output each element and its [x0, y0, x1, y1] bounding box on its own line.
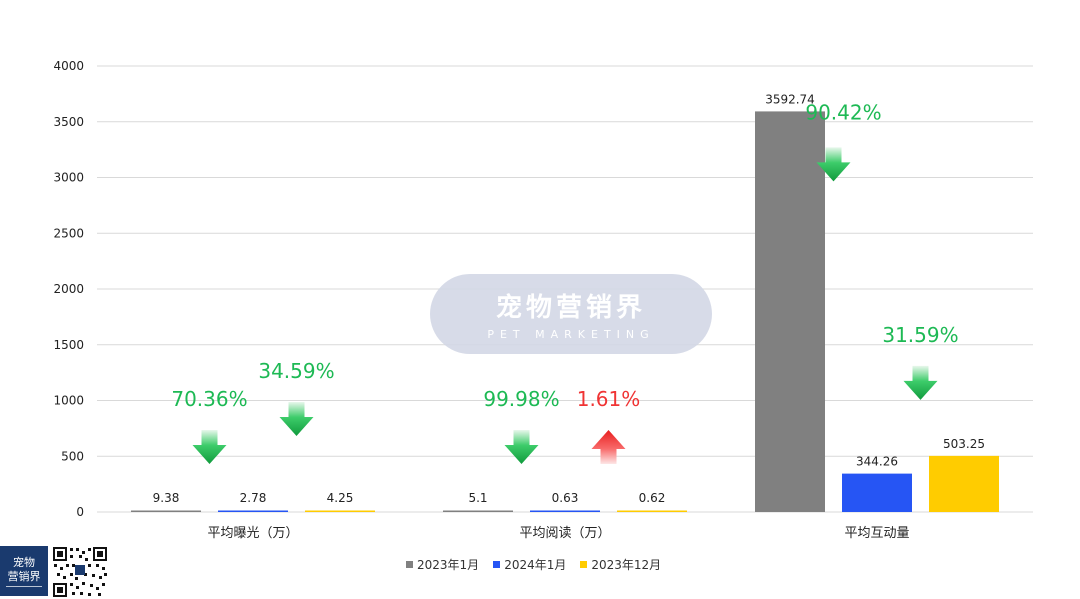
legend-item: 2024年1月: [493, 556, 566, 573]
bar: [218, 510, 288, 512]
arrow-up-icon: [591, 430, 626, 464]
y-tick-label: 1000: [53, 394, 84, 408]
data-label: 344.26: [856, 455, 898, 469]
change-percent-label: 34.59%: [258, 359, 334, 383]
data-label: 503.25: [943, 437, 985, 451]
data-label: 4.25: [327, 491, 354, 505]
qr-code-icon: [52, 546, 108, 598]
data-label: 3592.74: [765, 92, 815, 106]
data-label: 0.63: [552, 491, 579, 505]
category-label: 平均阅读（万）: [519, 526, 610, 541]
category-label: 平均互动量: [844, 526, 909, 541]
change-percent-label: 1.61%: [577, 387, 641, 411]
y-tick-label: 2500: [53, 226, 84, 240]
data-label: 0.62: [639, 491, 666, 505]
y-tick-label: 1500: [53, 338, 84, 352]
y-tick-label: 3000: [53, 171, 84, 185]
watermark-subtitle: PET MARKETING: [487, 328, 655, 341]
change-percent-label: 99.98%: [483, 387, 559, 411]
arrow-down-icon: [504, 430, 539, 464]
logo-text-line1: 宠物: [13, 555, 35, 569]
y-tick-label: 2000: [53, 282, 84, 296]
logo-text-line2: 营销界: [7, 569, 41, 583]
y-tick-label: 3500: [53, 115, 84, 129]
arrow-down-icon: [192, 430, 227, 464]
y-tick-label: 0: [76, 505, 84, 519]
legend-label: 2023年1月: [417, 558, 480, 572]
y-tick-label: 4000: [53, 59, 84, 73]
bar: [755, 111, 825, 513]
legend-item: 2023年12月: [580, 556, 661, 573]
bar: [305, 510, 375, 512]
legend-item: 2023年1月: [406, 556, 479, 573]
data-label: 5.1: [468, 491, 487, 505]
legend-label: 2024年1月: [504, 558, 567, 572]
brand-logo: 宠物 营销界: [0, 546, 48, 596]
y-tick-label: 500: [61, 449, 84, 463]
arrow-down-icon: [279, 402, 314, 436]
arrow-down-icon: [903, 365, 938, 400]
legend-swatch: [406, 561, 413, 568]
logo-rule: [6, 585, 42, 587]
legend-swatch: [493, 561, 501, 568]
arrow-down-icon: [816, 147, 851, 182]
bar: [443, 510, 513, 512]
legend-label: 2023年12月: [591, 558, 662, 572]
bar: [131, 510, 201, 512]
bar: [842, 473, 912, 512]
bar: [617, 510, 687, 512]
change-percent-label: 90.42%: [805, 100, 881, 124]
watermark-title: 宠物营销界: [495, 293, 646, 323]
watermark: 宠物营销界 PET MARKETING: [430, 274, 712, 354]
change-percent-label: 31.59%: [882, 323, 958, 347]
legend-swatch: [580, 561, 588, 568]
data-label: 9.38: [153, 491, 180, 505]
change-percent-label: 70.36%: [171, 387, 247, 411]
data-label: 2.78: [240, 491, 267, 505]
bar: [530, 510, 600, 512]
legend: 2023年1月 2024年1月 2023年12月: [406, 556, 661, 573]
category-label: 平均曝光（万）: [207, 526, 298, 541]
bar: [929, 455, 999, 512]
